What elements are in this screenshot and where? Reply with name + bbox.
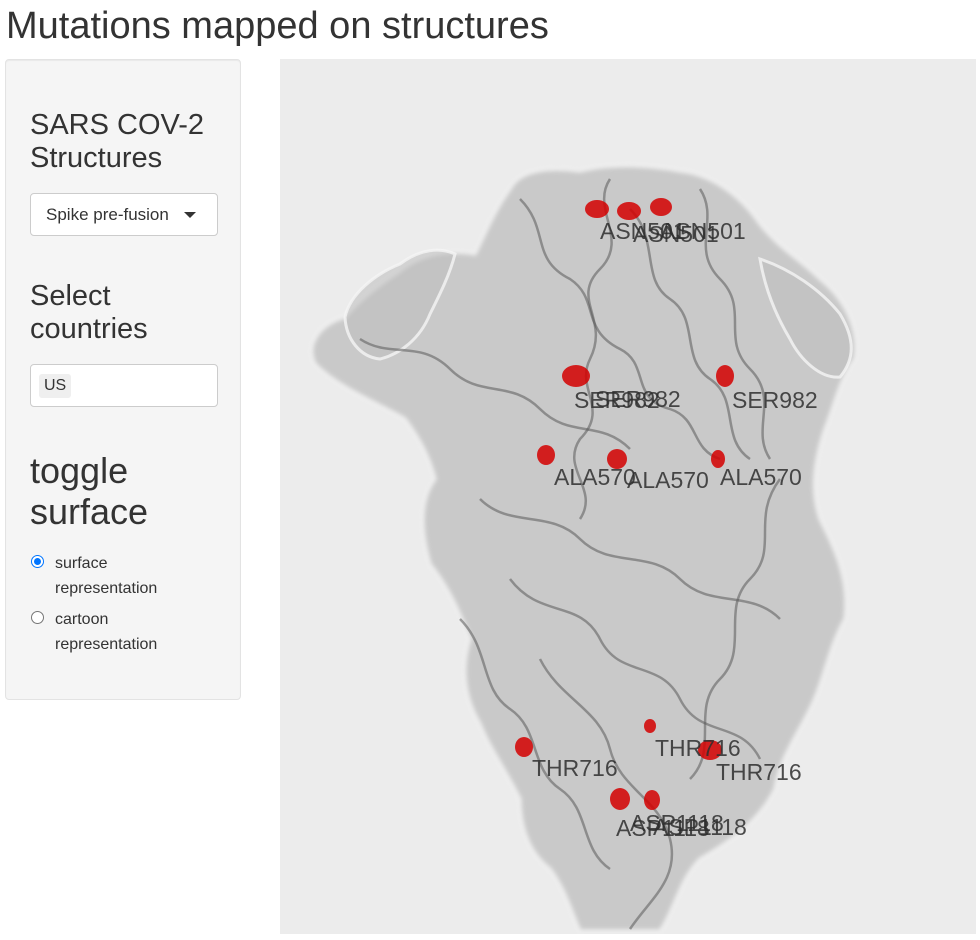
residue-label: ASN501	[660, 218, 746, 244]
structure-viewer[interactable]: ASN501 ASN501 ASN501 SER982 SER982 SER98…	[280, 59, 976, 934]
residue-label: ASP1118	[616, 815, 710, 841]
radio-button-unchecked[interactable]	[31, 611, 44, 624]
countries-heading: Select countries	[30, 280, 148, 345]
residue-label: SER982	[574, 387, 660, 413]
mutation-labels: ASN501 ASN501 ASN501 SER982 SER982 SER98…	[532, 218, 818, 841]
residue-label: ALA570	[720, 464, 802, 490]
residue-label: ASN501	[600, 218, 686, 244]
residue-label: ASP1118	[653, 814, 747, 840]
residue-label: SER982	[732, 387, 818, 413]
residue-label: ASN501	[633, 221, 719, 247]
residue-label: THR716	[532, 755, 618, 781]
radio-button-checked[interactable]	[31, 555, 44, 568]
protein-structure-render: ASN501 ASN501 ASN501 SER982 SER982 SER98…	[310, 164, 858, 933]
residue-label: ALA570	[554, 464, 636, 490]
protein-cartoon	[359, 178, 782, 930]
chevron-down-icon	[184, 212, 196, 218]
mutation-highlights	[515, 198, 734, 810]
radio-cartoon-label: cartoon representation	[55, 611, 158, 653]
structures-heading: SARS COV-2 Structures	[30, 109, 205, 174]
sidebar-panel: SARS COV-2 Structures Spike pre-fusion S…	[5, 59, 241, 700]
countries-input[interactable]: US	[30, 364, 218, 407]
residue-label: ASP1118	[630, 810, 724, 836]
residue-label: THR716	[716, 759, 802, 785]
residue-label: THR716	[655, 735, 741, 761]
protein-surface	[310, 164, 858, 933]
radio-surface-label: surface representation	[55, 555, 158, 597]
page-title: Mutations mapped on structures	[6, 5, 549, 47]
residue-label: ALA570	[627, 467, 709, 493]
structure-select[interactable]: Spike pre-fusion	[30, 193, 218, 236]
residue-label: SER982	[595, 386, 681, 412]
country-tag[interactable]: US	[39, 374, 72, 398]
structure-select-value: Spike pre-fusion	[46, 205, 169, 224]
toggle-surface-heading: toggle surface	[30, 450, 149, 532]
